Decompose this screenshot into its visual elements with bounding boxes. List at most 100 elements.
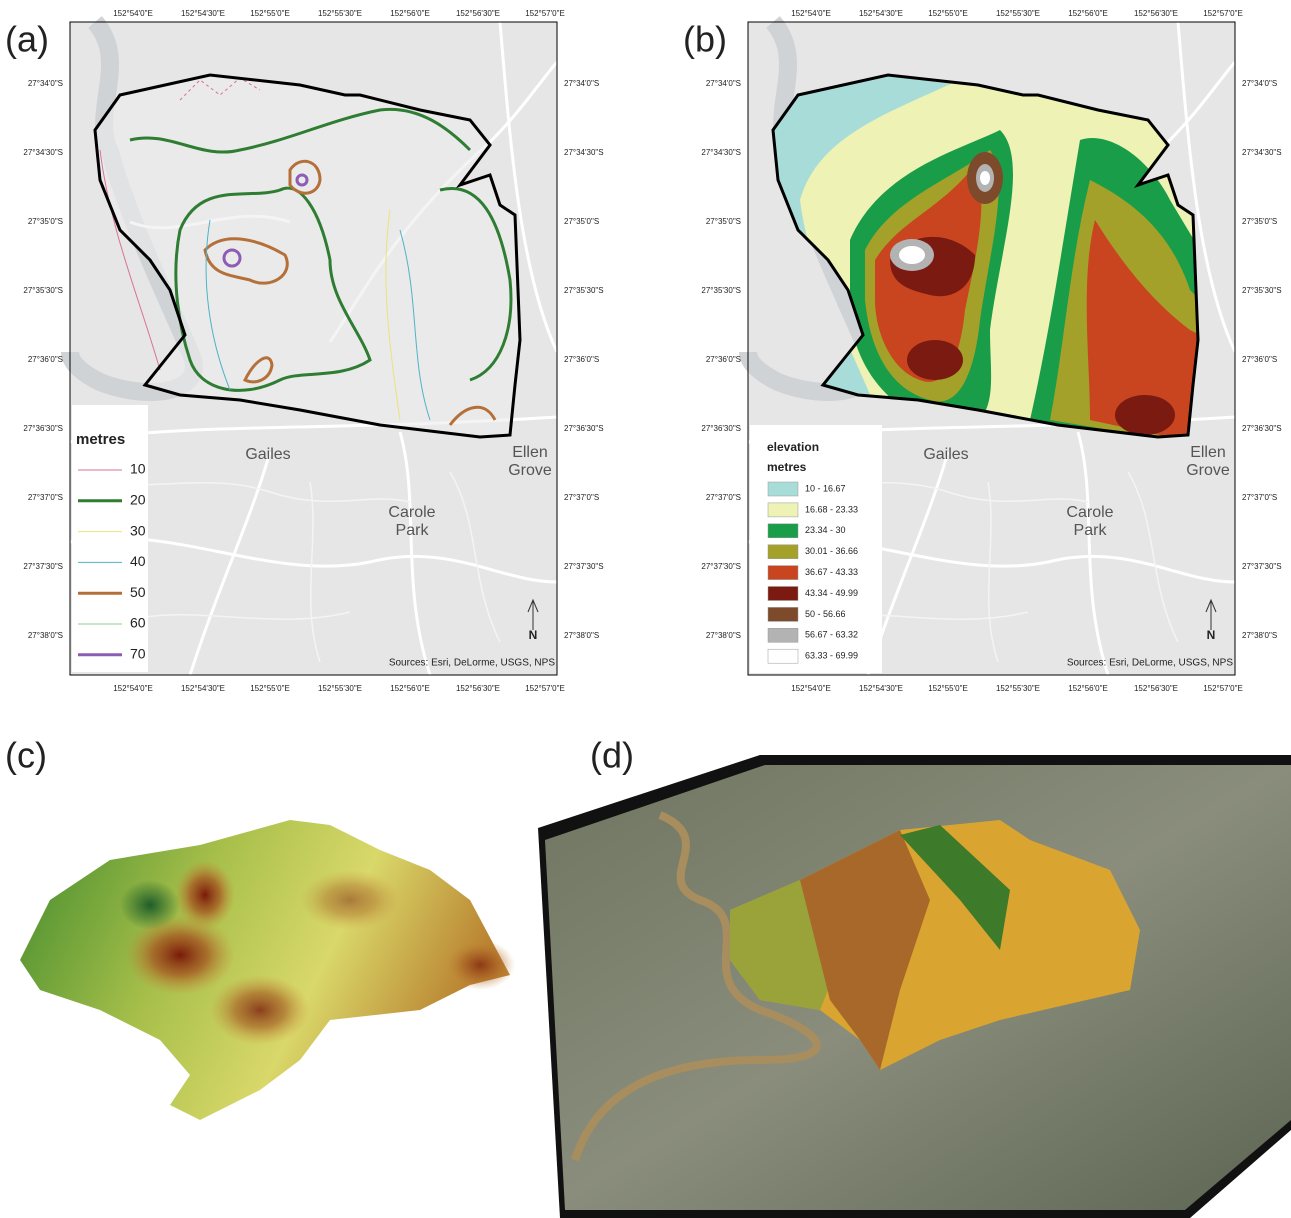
legend-label: 60 (130, 615, 146, 631)
lon-tick-label: 152°56'30"E (1134, 9, 1178, 18)
legend-label: 20 (130, 492, 146, 508)
legend-label: 23.34 - 30 (805, 525, 846, 535)
legend-label: 40 (130, 553, 146, 569)
legend-title: elevation (767, 440, 819, 454)
legend-label: 63.33 - 69.99 (805, 651, 858, 661)
lon-tick-label: 152°55'30"E (996, 9, 1040, 18)
lat-tick-label: 27°37'30"S (1242, 562, 1282, 571)
legend-label: 50 - 56.66 (805, 609, 846, 619)
lon-tick-label: 152°57'0"E (1203, 684, 1243, 693)
lat-tick-label: 27°35'30"S (701, 286, 741, 295)
place-name: Gailes (245, 446, 290, 463)
legend-swatch (767, 607, 799, 622)
lon-tick-label: 152°55'0"E (928, 9, 968, 18)
panel-label: (b) (683, 19, 727, 60)
lat-tick-label: 27°36'0"S (564, 355, 599, 364)
panel-label: (c) (5, 735, 47, 776)
place-name: Park (1074, 522, 1108, 539)
lon-tick-label: 152°56'30"E (1134, 684, 1178, 693)
place-name: Park (396, 522, 430, 539)
lon-tick-label: 152°55'30"E (318, 684, 362, 693)
legend-label: 36.67 - 43.33 (805, 567, 858, 577)
lat-tick-label: 27°38'0"S (564, 631, 599, 640)
lat-tick-label: 27°38'0"S (28, 631, 63, 640)
lat-tick-label: 27°34'0"S (564, 79, 599, 88)
legend-swatch (767, 628, 799, 643)
lat-tick-label: 27°36'30"S (701, 424, 741, 433)
lon-tick-label: 152°54'30"E (181, 9, 225, 18)
lon-tick-label: 152°55'30"E (996, 684, 1040, 693)
lon-tick-label: 152°56'0"E (390, 9, 430, 18)
lon-tick-label: 152°54'0"E (791, 684, 831, 693)
sources: Sources: Esri, DeLorme, USGS, NPS (389, 658, 555, 669)
lat-tick-label: 27°37'0"S (564, 493, 599, 502)
lat-tick-label: 27°34'30"S (1242, 148, 1282, 157)
legend-swatch (767, 586, 799, 601)
lon-tick-label: 152°55'0"E (250, 9, 290, 18)
map-b (748, 22, 1235, 675)
legend-swatch (767, 648, 799, 664)
legend-label: 30.01 - 36.66 (805, 546, 858, 556)
lon-tick-label: 152°54'30"E (859, 9, 903, 18)
lat-tick-label: 27°35'0"S (706, 217, 741, 226)
lon-tick-label: 152°54'30"E (859, 684, 903, 693)
lat-tick-label: 27°36'0"S (28, 355, 63, 364)
lat-tick-label: 27°38'0"S (706, 631, 741, 640)
place-name: Carole (1066, 504, 1113, 521)
north-arrow: N (529, 628, 538, 642)
lat-tick-label: 27°36'30"S (23, 424, 63, 433)
lat-tick-label: 27°37'0"S (706, 493, 741, 502)
lat-tick-label: 27°36'0"S (1242, 355, 1277, 364)
legend-label: 50 (130, 584, 146, 600)
lat-tick-label: 27°34'0"S (28, 79, 63, 88)
lon-tick-label: 152°54'0"E (791, 9, 831, 18)
surface-3d (20, 820, 515, 1120)
lon-tick-label: 152°55'0"E (250, 684, 290, 693)
lat-tick-label: 27°37'30"S (701, 562, 741, 571)
legend-label: 56.67 - 63.32 (805, 630, 858, 640)
lon-tick-label: 152°54'30"E (181, 684, 225, 693)
lat-tick-label: 27°35'30"S (1242, 286, 1282, 295)
place-name: Carole (388, 504, 435, 521)
legend-label: 30 (130, 522, 146, 538)
legend-title: metres (76, 431, 125, 448)
legend-swatch (767, 565, 799, 580)
lat-tick-label: 27°36'30"S (564, 424, 604, 433)
legend-label: 70 (130, 646, 146, 662)
lon-tick-label: 152°54'0"E (113, 9, 153, 18)
lon-tick-label: 152°56'0"E (1068, 9, 1108, 18)
lat-tick-label: 27°34'0"S (1242, 79, 1277, 88)
place-name: Grove (508, 462, 552, 479)
legend-swatch (767, 481, 799, 497)
lat-tick-label: 27°36'30"S (1242, 424, 1282, 433)
lat-tick-label: 27°34'30"S (23, 148, 63, 157)
lat-tick-label: 27°38'0"S (1242, 631, 1277, 640)
place-name: Ellen (1190, 444, 1226, 461)
lat-tick-label: 27°35'0"S (28, 217, 63, 226)
legend-swatch (767, 523, 799, 539)
place-name: Gailes (923, 446, 968, 463)
panel-label: (d) (590, 735, 634, 776)
lon-tick-label: 152°55'30"E (318, 9, 362, 18)
lat-tick-label: 27°35'0"S (564, 217, 599, 226)
lon-tick-label: 152°57'0"E (1203, 9, 1243, 18)
lon-tick-label: 152°54'0"E (113, 684, 153, 693)
legend-subtitle: metres (767, 460, 807, 474)
legend-swatch (767, 544, 799, 559)
lon-tick-label: 152°57'0"E (525, 684, 565, 693)
lat-tick-label: 27°37'0"S (28, 493, 63, 502)
lon-tick-label: 152°56'30"E (456, 9, 500, 18)
lat-tick-label: 27°36'0"S (706, 355, 741, 364)
place-name: Grove (1186, 462, 1230, 479)
legend-label: 16.68 - 23.33 (805, 504, 858, 514)
lat-tick-label: 27°35'30"S (564, 286, 604, 295)
place-name: Ellen (512, 444, 548, 461)
legend-swatch (767, 502, 799, 518)
map-a (70, 22, 557, 675)
lat-tick-label: 27°37'30"S (564, 562, 604, 571)
lat-tick-label: 27°35'0"S (1242, 217, 1277, 226)
lat-tick-label: 27°37'0"S (1242, 493, 1277, 502)
lon-tick-label: 152°55'0"E (928, 684, 968, 693)
lat-tick-label: 27°37'30"S (23, 562, 63, 571)
